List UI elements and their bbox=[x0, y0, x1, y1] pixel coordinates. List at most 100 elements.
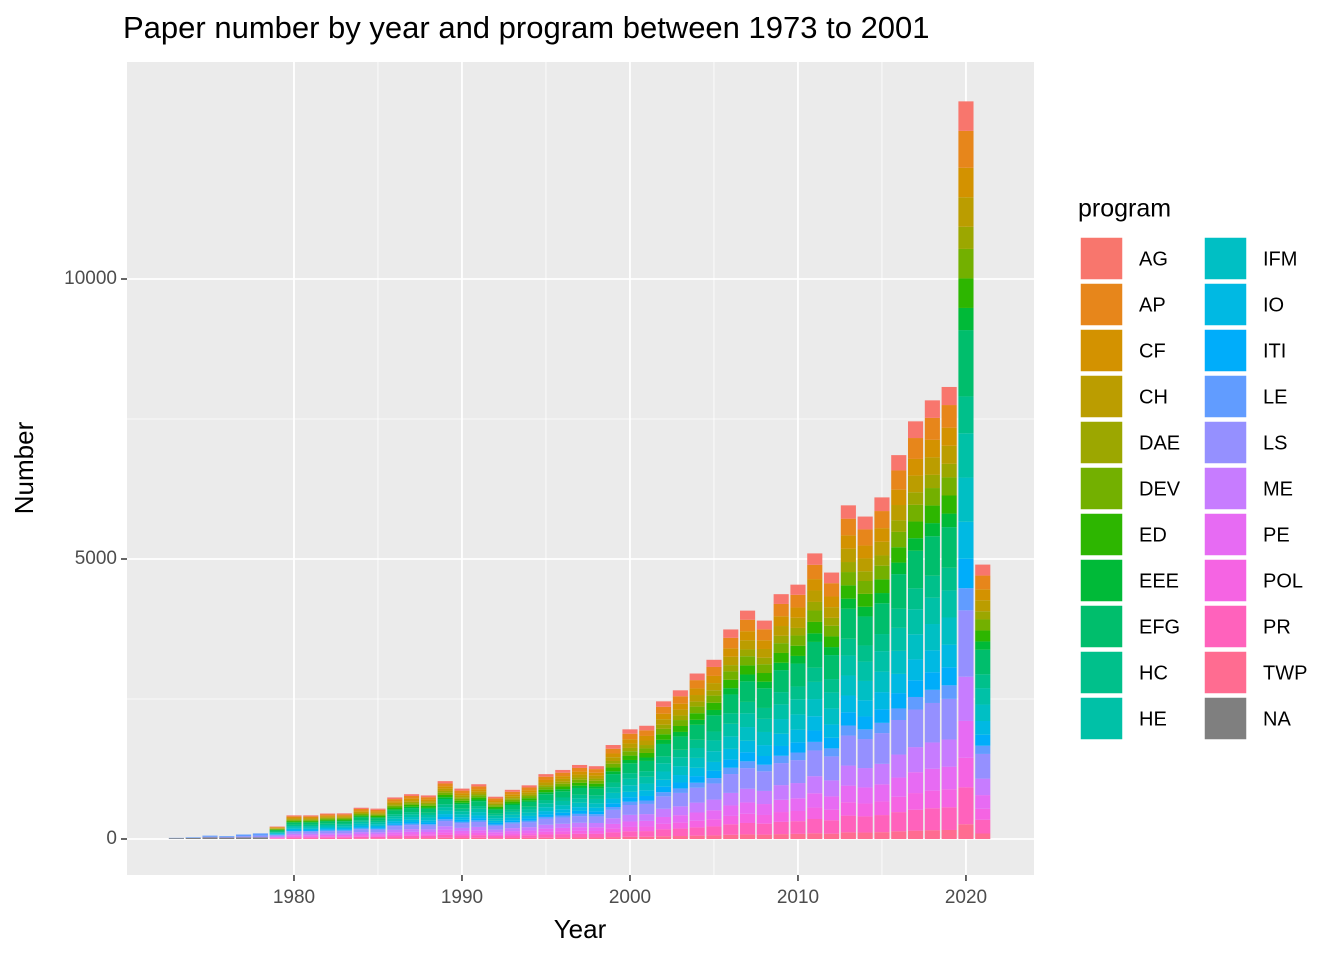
bar-segment bbox=[975, 754, 990, 779]
bar-segment bbox=[656, 701, 671, 706]
bar-segment bbox=[270, 830, 285, 831]
bar-segment bbox=[387, 801, 402, 803]
bar-segment bbox=[538, 783, 553, 786]
bar-segment bbox=[555, 838, 570, 839]
bar-segment bbox=[891, 470, 906, 489]
bar-segment bbox=[538, 819, 553, 825]
bar-segment bbox=[337, 831, 352, 833]
bar-segment bbox=[270, 836, 285, 837]
bar-segment bbox=[438, 838, 453, 839]
bar-segment bbox=[471, 801, 486, 806]
bar-segment bbox=[488, 832, 503, 834]
bar-segment bbox=[723, 657, 738, 665]
bar-segment bbox=[387, 799, 402, 801]
bar-segment bbox=[942, 495, 957, 513]
bar-segment bbox=[404, 794, 419, 796]
bar-segment bbox=[354, 828, 369, 829]
bar-segment bbox=[673, 726, 688, 732]
bar-segment bbox=[438, 804, 453, 807]
bar-segment bbox=[975, 735, 990, 746]
bar-segment bbox=[169, 838, 184, 839]
bar-segment bbox=[404, 820, 419, 822]
bar-segment bbox=[522, 821, 537, 823]
bar-segment bbox=[774, 663, 789, 670]
bar-segment bbox=[807, 602, 822, 611]
bar-segment bbox=[454, 823, 469, 828]
bar-segment bbox=[656, 707, 671, 714]
bar-segment bbox=[958, 478, 973, 522]
bar-segment bbox=[320, 833, 335, 835]
bar-segment bbox=[673, 793, 688, 806]
bar-segment bbox=[606, 799, 621, 804]
bar-segment bbox=[488, 814, 503, 816]
bar-segment bbox=[337, 828, 352, 829]
bar-segment bbox=[538, 790, 553, 793]
bar-segment bbox=[690, 688, 705, 695]
y-axis-title: Number bbox=[9, 421, 39, 514]
bar-segment bbox=[706, 778, 721, 783]
bar-segment bbox=[858, 833, 873, 839]
bar-segment bbox=[286, 817, 301, 818]
bar-segment bbox=[706, 740, 721, 751]
bar-segment bbox=[925, 576, 940, 598]
legend-label: CF bbox=[1139, 340, 1166, 362]
bar-segment bbox=[706, 783, 721, 799]
bar-segment bbox=[824, 724, 839, 737]
bar-segment bbox=[505, 822, 520, 823]
bar-segment bbox=[723, 713, 738, 723]
bar-segment bbox=[286, 832, 301, 834]
bar-segment bbox=[270, 838, 285, 839]
legend-label: IO bbox=[1263, 294, 1284, 316]
bar-segment bbox=[807, 742, 822, 751]
bar-segment bbox=[673, 829, 688, 836]
bar-segment bbox=[370, 817, 385, 818]
bar-segment bbox=[270, 837, 285, 838]
bar-segment bbox=[589, 795, 604, 799]
bar-segment bbox=[505, 800, 520, 802]
bar-segment bbox=[622, 756, 637, 760]
legend-key bbox=[1204, 375, 1247, 418]
bar-segment bbox=[387, 806, 402, 808]
bar-segment bbox=[589, 773, 604, 776]
bar-segment bbox=[572, 798, 587, 802]
bar-segment bbox=[572, 778, 587, 780]
bar-segment bbox=[270, 828, 285, 829]
bar-segment bbox=[488, 816, 503, 819]
bar-segment bbox=[320, 821, 335, 823]
x-tick-label: 2010 bbox=[777, 887, 819, 908]
bar-segment bbox=[757, 815, 772, 824]
bar-segment bbox=[925, 703, 940, 742]
bar-segment bbox=[538, 834, 553, 837]
bar-segment bbox=[622, 785, 637, 792]
bar-segment bbox=[673, 775, 688, 782]
bar-segment bbox=[354, 820, 369, 822]
bar-segment bbox=[958, 249, 973, 279]
bar-segment bbox=[740, 713, 755, 727]
bar-segment bbox=[774, 763, 789, 785]
bar-segment bbox=[807, 579, 822, 590]
bar-segment bbox=[740, 649, 755, 656]
bar-segment bbox=[774, 692, 789, 704]
bar-segment bbox=[774, 653, 789, 663]
bar-segment bbox=[790, 821, 805, 834]
bar-segment bbox=[975, 809, 990, 820]
bar-segment bbox=[757, 621, 772, 630]
bar-segment bbox=[757, 629, 772, 640]
bar-segment bbox=[858, 616, 873, 645]
bar-segment bbox=[404, 838, 419, 839]
bar-segment bbox=[303, 827, 318, 828]
bar-segment bbox=[790, 811, 805, 821]
bar-segment bbox=[589, 784, 604, 787]
bar-segment bbox=[471, 827, 486, 830]
bar-segment bbox=[186, 837, 201, 838]
bar-segment bbox=[706, 660, 721, 667]
bar-segment bbox=[925, 672, 940, 690]
bar-segment bbox=[505, 815, 520, 818]
bar-segment bbox=[942, 685, 957, 699]
bar-segment bbox=[606, 764, 621, 768]
bar-segment bbox=[673, 696, 688, 703]
bar-segment bbox=[589, 789, 604, 796]
bar-segment bbox=[673, 815, 688, 822]
bar-segment bbox=[723, 768, 738, 774]
bar-segment bbox=[706, 800, 721, 811]
